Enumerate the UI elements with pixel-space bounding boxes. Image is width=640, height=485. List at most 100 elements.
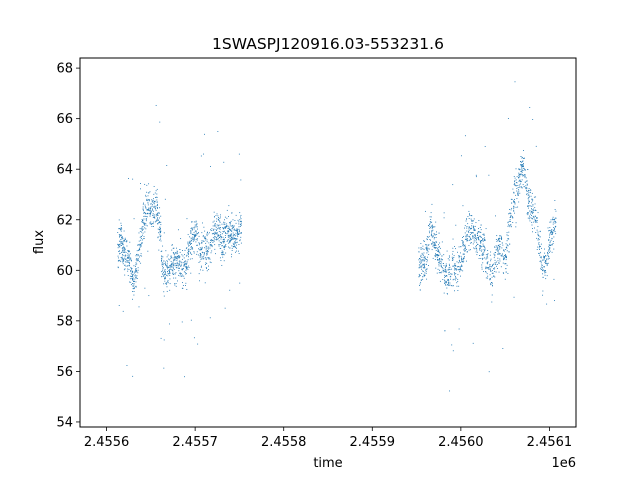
data-point <box>180 275 182 277</box>
data-point <box>516 188 518 189</box>
data-point <box>194 226 196 228</box>
data-point <box>526 193 528 195</box>
data-point <box>142 219 144 221</box>
data-point <box>199 249 201 251</box>
data-point <box>181 254 183 256</box>
data-point <box>233 229 235 231</box>
data-point <box>505 271 507 273</box>
data-point <box>505 257 507 258</box>
data-point <box>156 207 158 209</box>
data-point <box>477 243 479 245</box>
data-point <box>121 236 123 238</box>
data-point <box>460 275 461 277</box>
data-point <box>229 222 230 224</box>
data-point <box>434 246 435 248</box>
data-point <box>491 265 493 267</box>
data-point <box>135 286 137 288</box>
data-point <box>167 282 169 284</box>
data-point <box>522 160 524 162</box>
data-point <box>206 263 208 264</box>
data-point <box>222 251 223 253</box>
data-point <box>157 203 158 205</box>
data-point <box>528 193 530 195</box>
data-point <box>435 245 437 247</box>
data-point <box>439 269 440 271</box>
data-point <box>171 249 173 251</box>
data-point <box>174 252 176 254</box>
data-point <box>532 212 534 213</box>
data-point <box>134 271 136 273</box>
data-point <box>215 232 216 234</box>
data-point <box>458 255 460 257</box>
data-point <box>420 281 422 283</box>
data-point <box>526 190 527 192</box>
data-point <box>200 155 202 157</box>
data-point <box>466 239 468 241</box>
data-point <box>459 261 461 263</box>
data-point <box>240 224 242 226</box>
data-point <box>437 254 439 256</box>
data-point <box>192 236 194 238</box>
data-point <box>192 238 194 240</box>
data-point <box>221 245 223 247</box>
data-point <box>160 337 162 339</box>
data-point <box>153 198 154 200</box>
data-point <box>223 242 225 244</box>
data-point <box>516 182 518 184</box>
data-point <box>124 255 126 257</box>
data-point <box>198 242 200 244</box>
data-point <box>201 240 203 242</box>
data-point <box>549 245 551 246</box>
data-point <box>421 273 423 275</box>
data-point <box>190 239 192 241</box>
data-point <box>174 256 176 258</box>
data-point <box>526 194 528 196</box>
data-point <box>436 254 438 255</box>
data-point <box>483 251 485 253</box>
data-point <box>176 247 177 249</box>
data-point <box>203 254 205 256</box>
data-point <box>474 237 476 239</box>
data-point <box>149 200 151 202</box>
data-point <box>475 251 477 253</box>
data-point <box>191 254 193 255</box>
data-point <box>186 252 188 254</box>
data-point <box>513 192 515 194</box>
data-point <box>495 239 497 241</box>
data-point <box>480 242 482 244</box>
data-point <box>507 221 509 223</box>
data-point <box>131 278 133 280</box>
data-point <box>536 229 538 231</box>
data-point <box>441 241 443 243</box>
data-point <box>145 220 147 222</box>
data-point <box>520 173 522 175</box>
data-point <box>150 207 152 209</box>
data-point <box>552 218 554 220</box>
data-point <box>530 213 532 215</box>
data-point <box>138 254 139 256</box>
data-point <box>452 258 454 260</box>
data-point <box>472 342 474 344</box>
data-point <box>474 248 476 250</box>
data-point <box>531 198 533 200</box>
data-point <box>223 230 225 232</box>
data-point <box>182 250 183 251</box>
data-point <box>461 239 463 241</box>
data-point <box>529 107 531 108</box>
data-point <box>452 258 453 259</box>
data-point <box>539 246 541 247</box>
data-point <box>228 228 230 230</box>
data-point <box>204 238 206 240</box>
data-point <box>155 104 157 106</box>
data-point <box>554 231 556 233</box>
y-tick-label: 56 <box>56 365 73 380</box>
data-point <box>124 274 126 276</box>
data-point <box>554 218 556 220</box>
data-point <box>225 244 227 245</box>
data-point <box>129 257 131 259</box>
data-point <box>188 256 189 258</box>
data-point <box>209 247 211 249</box>
data-point <box>454 265 456 267</box>
data-point <box>488 174 490 176</box>
data-point <box>540 269 542 270</box>
